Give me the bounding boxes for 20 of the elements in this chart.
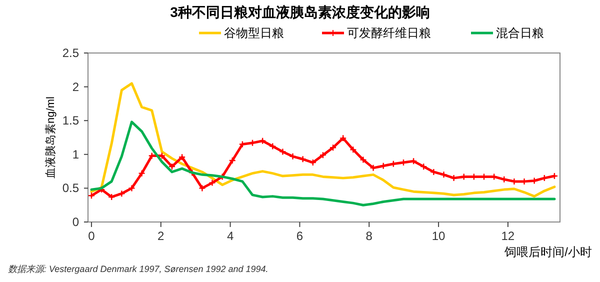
y-tick-label: 2.5 [62, 46, 80, 60]
x-tick-label: 6 [296, 229, 304, 243]
x-tick-label: 2 [158, 229, 165, 243]
y-tick-label: 1 [72, 147, 80, 162]
y-tick-label: 0.5 [62, 181, 80, 196]
source-note: 数据来源: Vestergaard Denmark 1997, Sørensen 1992 and 1994. [8, 264, 268, 274]
legend-label: 混合日粮 [496, 26, 544, 40]
y-tick-label: 1.5 [62, 114, 80, 128]
y-tick-label: 0 [72, 215, 80, 229]
y-axis-title: 血液胰岛素ng/ml [44, 96, 57, 178]
x-axis-title: 饲喂后时间/小时 [504, 245, 592, 259]
x-tick-label: 10 [432, 229, 446, 243]
y-tick-label: 2 [72, 80, 80, 94]
x-tick-label: 4 [226, 229, 234, 243]
chart-title: 3种不同日粮对血液胰岛素浓度变化的影响 [170, 4, 430, 20]
legend-label: 谷物型日粮 [224, 26, 284, 40]
legend-label: 可发酵纤维日粮 [347, 26, 431, 40]
x-tick-label: 8 [366, 229, 373, 243]
x-tick-label: 12 [501, 229, 515, 243]
x-tick-label: 0 [88, 229, 96, 243]
